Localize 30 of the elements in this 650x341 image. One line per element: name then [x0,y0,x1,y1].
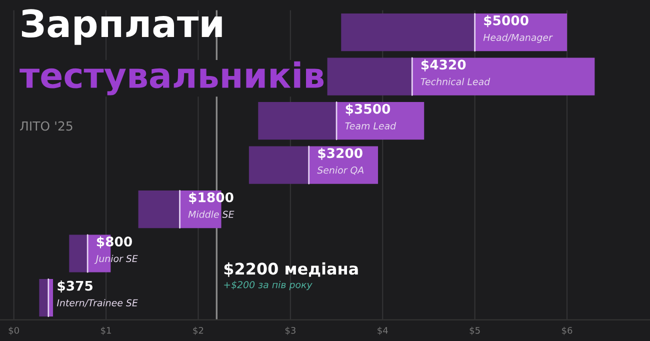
x-tick-label: $0 [8,326,19,335]
y-tick-label: Technical Lead [420,78,490,86]
y-tick-label: Head/Manager [483,34,553,43]
annotation: ЛІТО '25 [20,121,72,131]
y-tick-label: Team Lead [345,122,396,130]
bar [341,14,475,52]
bar [258,102,337,140]
chart-title: Зарплати [22,9,222,45]
x-tick-label: $5 [470,326,480,335]
annotation: $4320 [421,59,466,72]
x-tick-label: $2 [193,326,204,335]
y-tick-label: Senior QA [317,166,364,175]
y-tick-label: Intern/Trainee SE [56,299,138,308]
bar [69,234,88,272]
x-tick-label: $4 [378,326,388,335]
bar [412,58,595,96]
bar [248,146,309,184]
x-tick-label: $3 [285,326,296,335]
annotation: +$200 за пів року [224,280,312,290]
annotation: $3200 [318,148,362,160]
text: тестувальників [20,61,324,96]
annotation: $3500 [346,104,390,116]
bar [327,58,412,96]
y-tick-label: Middle SE [188,210,234,218]
annotation: $375 [58,280,93,293]
ref-line-label: $2200 медіана [224,262,358,277]
x-tick-label: $1 [101,326,111,335]
bar [138,190,180,228]
annotation: $5000 [484,15,528,28]
x-tick-label: $6 [562,326,572,335]
